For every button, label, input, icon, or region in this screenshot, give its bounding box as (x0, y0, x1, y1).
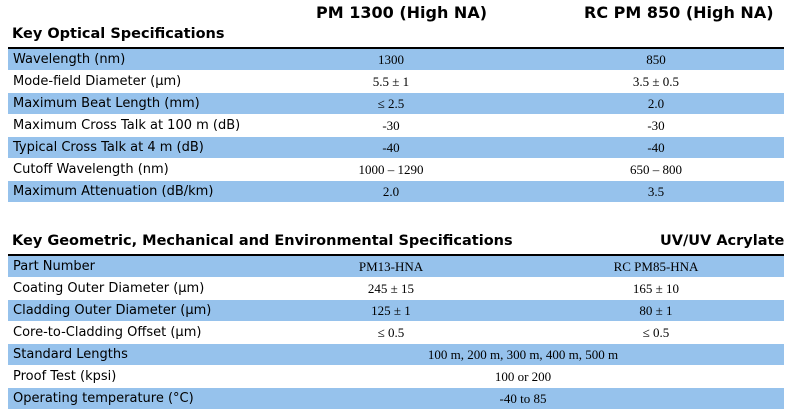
row-label: Proof Test (kpsi) (13, 369, 117, 384)
row-label: Maximum Cross Talk at 100 m (dB) (13, 118, 241, 133)
rcpm850-value: 3.5 (647, 183, 665, 199)
row-label: Cutoff Wavelength (nm) (13, 162, 169, 177)
rcpm850-value: 2.0 (647, 95, 665, 111)
row-label: Typical Cross Talk at 4 m (dB) (13, 140, 204, 155)
geometric-section-title: Key Geometric, Mechanical and Environmen… (12, 233, 513, 249)
rcpm850-value: -40 (647, 139, 665, 155)
row-label: Cladding Outer Diameter (µm) (13, 303, 212, 318)
row-label: Operating temperature (°C) (13, 391, 194, 406)
pm1300-value: 1000 – 1290 (358, 161, 424, 177)
table-row: Maximum Cross Talk at 100 m (dB) -30 -30 (8, 115, 784, 137)
rcpm850-value: ≤ 0.5 (642, 324, 670, 340)
row-label: Standard Lengths (13, 347, 128, 362)
table-row: Standard Lengths 100 m, 200 m, 300 m, 40… (8, 344, 784, 366)
row-label: Wavelength (nm) (13, 52, 126, 67)
pm1300-value: ≤ 2.5 (377, 95, 405, 111)
pm1300-value: PM13-HNA (358, 258, 424, 274)
rcpm850-value: 650 – 800 (630, 161, 682, 177)
rcpm850-value: 165 ± 10 (632, 280, 680, 296)
optical-section-title: Key Optical Specifications (12, 26, 225, 42)
table-row: Operating temperature (°C) -40 to 85 (8, 388, 784, 410)
row-label: Core-to-Cladding Offset (µm) (13, 325, 202, 340)
section-rule (8, 47, 784, 49)
shared-value: -40 to 85 (499, 390, 547, 406)
section-rule (8, 254, 784, 256)
rcpm850-value: 850 (646, 51, 666, 67)
rcpm850-value: 80 ± 1 (639, 302, 673, 318)
pm1300-value: -40 (382, 139, 400, 155)
table-row: Core-to-Cladding Offset (µm) ≤ 0.5 ≤ 0.5 (8, 322, 784, 344)
coating-label: UV/UV Acrylate (660, 233, 785, 249)
rcpm850-value: -30 (647, 117, 665, 133)
row-label: Mode-field Diameter (µm) (13, 74, 182, 89)
table-row: Wavelength (nm) 1300 850 (8, 49, 784, 71)
row-label: Maximum Attenuation (dB/km) (13, 184, 214, 199)
shared-value: 100 or 200 (494, 368, 552, 384)
table-row: Part Number PM13-HNA RC PM85-HNA (8, 256, 784, 278)
rcpm850-value: 3.5 ± 0.5 (632, 73, 680, 89)
table-row: Cutoff Wavelength (nm) 1000 – 1290 650 –… (8, 159, 784, 181)
pm1300-value: ≤ 0.5 (377, 324, 405, 340)
pm1300-value: 2.0 (382, 183, 400, 199)
table-row: Proof Test (kpsi) 100 or 200 (8, 366, 784, 388)
pm1300-value: 125 ± 1 (371, 302, 411, 318)
shared-value: 100 m, 200 m, 300 m, 400 m, 500 m (427, 346, 619, 362)
table-row: Coating Outer Diameter (µm) 245 ± 15 165… (8, 278, 784, 300)
table-row: Maximum Attenuation (dB/km) 2.0 3.5 (8, 181, 784, 203)
pm1300-value: 5.5 ± 1 (372, 73, 410, 89)
pm1300-value: 1300 (378, 51, 404, 67)
rcpm850-value: RC PM85-HNA (613, 258, 699, 274)
column-header-rcpm850: RC PM 850 (High NA) (584, 3, 774, 22)
pm1300-value: 245 ± 15 (367, 280, 415, 296)
table-row: Typical Cross Talk at 4 m (dB) -40 -40 (8, 137, 784, 159)
row-label: Coating Outer Diameter (µm) (13, 281, 205, 296)
table-row: Maximum Beat Length (mm) ≤ 2.5 2.0 (8, 93, 784, 115)
row-label: Maximum Beat Length (mm) (13, 96, 200, 111)
column-header-pm1300: PM 1300 (High NA) (316, 3, 488, 22)
table-row: Mode-field Diameter (µm) 5.5 ± 1 3.5 ± 0… (8, 71, 784, 93)
pm1300-value: -30 (382, 117, 400, 133)
row-label: Part Number (13, 259, 96, 274)
table-row: Cladding Outer Diameter (µm) 125 ± 1 80 … (8, 300, 784, 322)
